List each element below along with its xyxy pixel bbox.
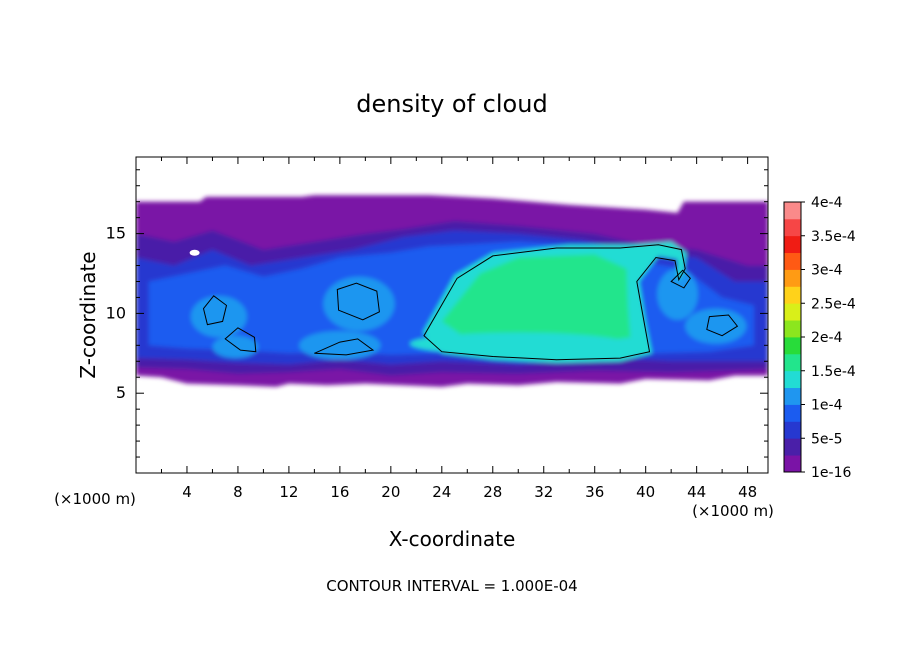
- colorbar: 1e-16 5e-5 1e-4 1.5e-4 2e-4 2.5e-4 3e-4 3.5e-4 4…: [783, 195, 856, 481]
- colorbar-swatch: [784, 353, 801, 372]
- plot-area: [136, 195, 768, 387]
- x-tick-label: 24: [432, 483, 451, 501]
- contour-patch-d: [314, 338, 375, 356]
- colorbar-label: 1e-16: [811, 465, 851, 481]
- y-tick-label: 5: [116, 383, 126, 402]
- x-tick-label: 16: [330, 483, 349, 501]
- colorbar-swatch: [784, 370, 801, 389]
- colorbar-swatch: [784, 438, 801, 456]
- x-tick-label: 48: [738, 483, 757, 501]
- light-blue-patch-c: [323, 276, 395, 331]
- chart-title: density of cloud: [356, 90, 547, 118]
- x-axis-label: X-coordinate: [389, 527, 516, 551]
- contour-patch-b: [224, 327, 257, 353]
- x-tick-label: 36: [585, 483, 604, 501]
- colorbar-swatch: [784, 269, 801, 287]
- contour-patch-e: [706, 314, 739, 337]
- x-tick-label: 32: [534, 483, 553, 501]
- contour-patch-c: [336, 282, 380, 321]
- light-blue-patch-a: [190, 295, 247, 338]
- colorbar-swatch: [784, 202, 801, 220]
- green-core: [441, 254, 631, 344]
- x-tick-label: 12: [279, 483, 298, 501]
- colorbar-swatch: [784, 404, 801, 422]
- x-unit-label-right: (×1000 m): [692, 502, 774, 520]
- colorbar-label: 1.5e-4: [811, 364, 856, 380]
- colorbar-swatch: [784, 286, 801, 304]
- x-tick-label: 20: [381, 483, 400, 501]
- light-blue-patch-d: [299, 330, 381, 360]
- y-tick-label: 15: [106, 224, 126, 243]
- light-blue-patch-e: [685, 308, 747, 344]
- plot-frame: [135, 156, 769, 474]
- colorbar-swatch: [784, 235, 801, 254]
- colorbar-swatch: [784, 455, 801, 473]
- colorbar-label: 2e-4: [811, 330, 843, 346]
- field-layer: [136, 195, 768, 387]
- contour-patch-a: [202, 295, 228, 326]
- colorbar-swatch: [784, 252, 801, 270]
- x-tick-label: 40: [636, 483, 655, 501]
- y-axis-ticks: 5 10 15: [106, 169, 768, 458]
- x-unit-label-left: (×1000 m): [54, 490, 136, 508]
- colorbar-swatch: [784, 320, 801, 338]
- contour-main-cloud: [423, 244, 686, 361]
- colorbar-label: 2.5e-4: [811, 296, 856, 312]
- field-shading: [136, 195, 768, 387]
- y-axis-label: Z-coordinate: [76, 251, 100, 378]
- x-axis-ticks: 4 8 12 16 20 24 28 32 36 40 44 48: [160, 157, 757, 501]
- cyan-fringe: [409, 332, 627, 355]
- clear-gap: [189, 249, 200, 256]
- y-tick-label: 10: [106, 303, 126, 322]
- contour-interval-note: CONTOUR INTERVAL = 1.000E-04: [326, 577, 577, 595]
- colorbar-swatch: [784, 337, 801, 355]
- colorbar-label: 5e-5: [811, 431, 842, 447]
- x-tick-label: 44: [687, 483, 706, 501]
- colorbar-label: 3.5e-4: [811, 229, 856, 245]
- x-tick-label: 8: [233, 483, 243, 501]
- colorbar-swatch: [784, 218, 801, 237]
- colorbar-swatch: [784, 303, 801, 321]
- colorbar-label: 3e-4: [811, 263, 843, 279]
- x-tick-label: 28: [483, 483, 502, 501]
- contour-lines: [202, 244, 739, 361]
- colorbar-swatch: [784, 387, 801, 405]
- colorbar-label: 1e-4: [811, 398, 843, 414]
- colorbar-label: 4e-4: [811, 195, 843, 211]
- colorbar-swatch: [784, 421, 801, 439]
- x-tick-label: 4: [182, 483, 192, 501]
- contour-patch-f: [670, 269, 691, 289]
